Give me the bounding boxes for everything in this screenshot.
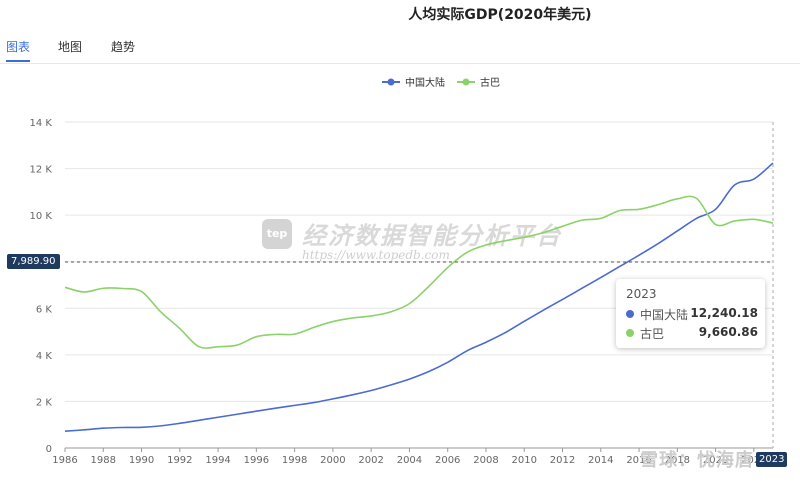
x-tick-label: 2000 [320,455,345,466]
tooltip-series-name: 古巴 [640,327,665,341]
x-tick-label: 2008 [473,455,498,466]
x-tick-label: 2018 [665,455,690,466]
tooltip-series-name: 中国大陆 [640,308,689,322]
y-tick-label: 12 K [30,165,53,176]
y-tick-label: 6 K [36,304,53,315]
series-line-0 [64,162,774,433]
tab-chart[interactable]: 图表 [6,40,31,54]
y-tick-label: 4 K [36,351,53,362]
legend-marker-icon [462,78,470,86]
legend-item[interactable]: 中国大陆 [382,76,445,89]
x-tick-label: 1998 [282,455,307,466]
tooltip-row-china: 中国大陆 12,240.18 [626,306,758,322]
tooltip: 2023 中国大陆 12,240.18 古巴 9,660.86 [616,279,765,348]
x-tick-label: 2002 [358,455,383,466]
x-tick-label: 1986 [52,455,77,466]
tooltip-series-value: 9,660.86 [698,325,758,339]
x-tick-label: 1994 [205,455,230,466]
tab-trend[interactable]: 趋势 [111,40,136,54]
tooltip-row-cuba: 古巴 9,660.86 [626,325,758,341]
x-tick-label: 2004 [397,455,422,466]
active-tab-indicator [6,60,30,62]
x-tick-label: 1996 [244,455,269,466]
legend-item[interactable]: 古巴 [457,76,500,89]
tooltip-series-value: 12,240.18 [690,306,758,320]
crosshair-x-label: 2023 [756,452,788,467]
y-tick-label: 0 [46,444,52,455]
x-tick-label: 2022 [741,455,766,466]
legend-label: 古巴 [480,76,500,89]
series-line-1 [64,195,774,349]
chart-title: 人均实际GDP(2020年美元) [408,7,592,23]
legend-label: 中国大陆 [405,76,445,89]
x-tick-label: 2012 [550,455,575,466]
legend-marker-icon [387,78,395,86]
x-tick-label: 2010 [512,455,537,466]
x-tick-label: 2020 [703,455,728,466]
x-tick-label: 2014 [588,455,613,466]
y-tick-label: 10 K [30,211,53,222]
view-tabs: 图表 地图 趋势 [0,36,800,64]
x-tick-label: 1990 [129,455,154,466]
tooltip-year: 2023 [626,287,657,301]
x-tick-label: 1992 [167,455,192,466]
x-tick-label: 2016 [626,455,651,466]
y-tick-label: 14 K [30,118,53,129]
series-dot-icon [626,310,634,318]
series-dot-icon [626,329,634,337]
tab-map[interactable]: 地图 [58,40,83,54]
x-tick-label: 2006 [435,455,460,466]
x-tick-label: 1988 [91,455,116,466]
y-tick-label: 2 K [36,397,53,408]
crosshair-y-label: 7,989.90 [7,254,60,269]
